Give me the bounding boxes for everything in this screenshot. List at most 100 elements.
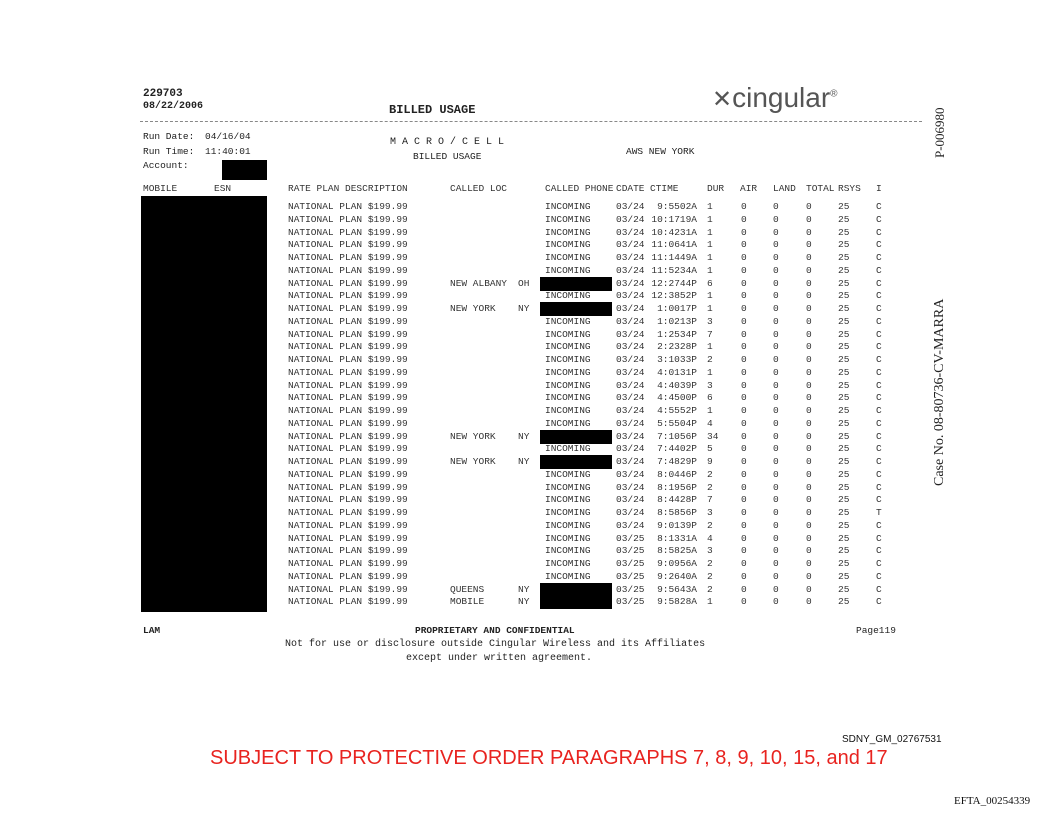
indicator: C: [876, 519, 882, 531]
cdate: 03/24: [616, 417, 645, 429]
dur: 1: [707, 239, 713, 251]
called-phone: INCOMING: [545, 315, 591, 327]
cdate: 03/24: [616, 354, 645, 365]
called-state: NY: [518, 596, 530, 608]
called-phone: INCOMING: [545, 379, 591, 391]
rsys: 25: [838, 213, 850, 225]
ctime: 9:5828A: [657, 596, 697, 608]
cdate: 03/24: [616, 328, 645, 340]
called-loc: NEW YORK: [450, 430, 496, 442]
indicator: C: [876, 392, 882, 404]
air: 0: [741, 468, 747, 480]
rsys: 25: [838, 366, 850, 378]
land: 0: [773, 290, 779, 302]
cdate: 03/25: [616, 596, 645, 608]
account-label: Account:: [143, 160, 189, 171]
rate-plan: NATIONAL PLAN $199.99: [288, 583, 408, 595]
total: 0: [806, 392, 812, 404]
rsys: 25: [838, 507, 850, 518]
total: 0: [806, 545, 812, 557]
air: 0: [741, 392, 747, 404]
called-phone: INCOMING: [545, 481, 591, 493]
called-phone: INCOMING: [545, 392, 591, 404]
land: 0: [773, 213, 779, 225]
land: 0: [773, 239, 779, 251]
column-header: LAND: [773, 183, 796, 194]
region: AWS NEW YORK: [626, 146, 695, 157]
ctime: 4:5552P: [657, 405, 697, 416]
rate-plan: NATIONAL PLAN $199.99: [288, 558, 408, 569]
dur: 1: [707, 366, 713, 378]
rate-plan: NATIONAL PLAN $199.99: [288, 468, 408, 480]
dur: 9: [707, 456, 713, 467]
land: 0: [773, 226, 779, 238]
air: 0: [741, 366, 747, 378]
air: 0: [741, 545, 747, 557]
rate-plan: NATIONAL PLAN $199.99: [288, 328, 408, 340]
land: 0: [773, 596, 779, 608]
rate-plan: NATIONAL PLAN $199.99: [288, 252, 408, 263]
footer-line2: except under written agreement.: [406, 653, 593, 664]
exhibit-number: P-006980: [932, 107, 947, 158]
called-loc: NEW ALBANY: [450, 277, 508, 289]
ctime: 9:5643A: [657, 583, 697, 595]
indicator: C: [876, 315, 882, 327]
rsys: 25: [838, 354, 850, 365]
air: 0: [741, 405, 747, 416]
rate-plan: NATIONAL PLAN $199.99: [288, 239, 408, 251]
total: 0: [806, 405, 812, 416]
ctime: 1:0017P: [657, 303, 697, 314]
called-phone: INCOMING: [545, 290, 591, 302]
ctime: 2:2328P: [657, 341, 697, 353]
called-phone: INCOMING: [545, 532, 591, 544]
indicator: C: [876, 366, 882, 378]
column-header: AIR: [740, 183, 758, 194]
rsys: 25: [838, 290, 850, 302]
rsys: 25: [838, 341, 850, 353]
air: 0: [741, 290, 747, 302]
ctime: 11:5234A: [651, 264, 697, 276]
dur: 3: [707, 379, 713, 391]
rate-plan: NATIONAL PLAN $199.99: [288, 366, 408, 378]
dur: 5: [707, 443, 713, 455]
called-loc: MOBILE: [450, 596, 485, 608]
total: 0: [806, 379, 812, 391]
ctime: 12:2744P: [651, 277, 697, 289]
dur: 4: [707, 417, 713, 429]
run-time: 11:40:01: [205, 146, 251, 157]
rsys: 25: [838, 392, 850, 404]
indicator: C: [876, 252, 882, 263]
air: 0: [741, 443, 747, 455]
land: 0: [773, 264, 779, 276]
air: 0: [741, 277, 747, 289]
total: 0: [806, 277, 812, 289]
indicator: C: [876, 379, 882, 391]
total: 0: [806, 481, 812, 493]
rate-plan: NATIONAL PLAN $199.99: [288, 456, 408, 467]
total: 0: [806, 532, 812, 544]
cingular-jack-icon: ✕: [712, 86, 733, 113]
column-header: MOBILE: [143, 183, 178, 194]
column-header: CTIME: [650, 183, 679, 194]
rate-plan: NATIONAL PLAN $199.99: [288, 481, 408, 493]
air: 0: [741, 252, 747, 263]
total: 0: [806, 417, 812, 429]
rate-plan: NATIONAL PLAN $199.99: [288, 596, 408, 608]
bates-number: SDNY_GM_02767531: [842, 734, 942, 745]
indicator: C: [876, 264, 882, 276]
land: 0: [773, 341, 779, 353]
cdate: 03/25: [616, 558, 645, 569]
indicator: C: [876, 328, 882, 340]
sub-title: BILLED USAGE: [413, 151, 482, 162]
total: 0: [806, 226, 812, 238]
rsys: 25: [838, 379, 850, 391]
total: 0: [806, 354, 812, 365]
cdate: 03/24: [616, 201, 645, 212]
cdate: 03/24: [616, 507, 645, 518]
cdate: 03/24: [616, 213, 645, 225]
land: 0: [773, 405, 779, 416]
column-header: ESN: [214, 183, 232, 194]
cdate: 03/24: [616, 341, 645, 353]
account-redaction: [222, 160, 267, 180]
